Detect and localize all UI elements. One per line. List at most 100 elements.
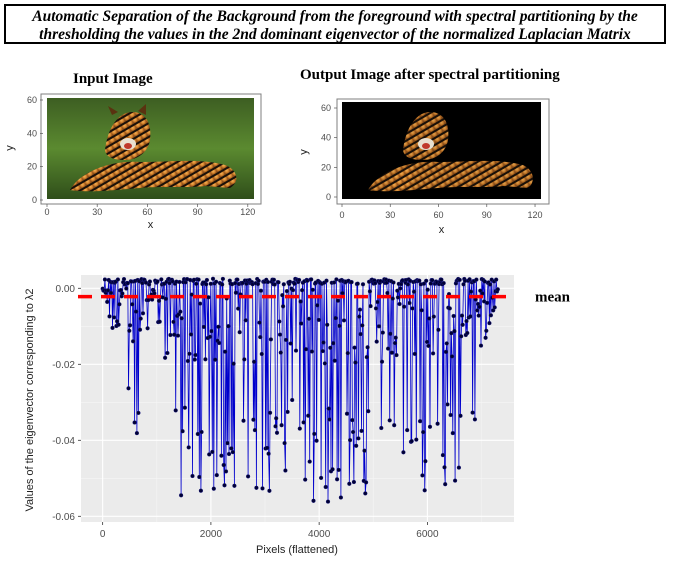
data-point [303, 347, 308, 352]
data-point [447, 306, 452, 311]
data-point [256, 278, 261, 283]
data-point [418, 419, 423, 424]
data-point [360, 323, 365, 328]
data-point [211, 486, 216, 491]
data-point [461, 282, 466, 287]
data-point [242, 357, 247, 362]
data-point [324, 278, 329, 283]
data-point [327, 417, 332, 422]
data-point [443, 482, 448, 487]
data-point [467, 277, 472, 282]
data-point [414, 437, 419, 442]
data-point [452, 329, 457, 334]
data-point [131, 339, 136, 344]
data-point [284, 289, 289, 294]
data-point [405, 428, 410, 433]
input-y-tick-label: 0 [32, 195, 37, 205]
data-point [283, 468, 288, 473]
data-point [356, 436, 361, 441]
data-point [265, 445, 270, 450]
output-y-tick-label: 60 [321, 103, 331, 113]
data-point [265, 279, 270, 285]
data-point [222, 483, 227, 488]
data-point [226, 451, 232, 457]
data-point [484, 328, 489, 333]
data-point [357, 307, 363, 312]
data-point [373, 281, 378, 286]
data-point [196, 277, 201, 282]
data-point [188, 332, 194, 337]
data-point [337, 323, 342, 328]
data-point [310, 287, 315, 292]
y-tick-label: -0.04 [52, 436, 75, 447]
data-point [143, 280, 149, 285]
data-point [488, 282, 493, 287]
output-y-tick-label: 0 [326, 192, 331, 202]
data-point [470, 410, 475, 415]
data-point [168, 332, 173, 338]
data-point [419, 308, 424, 313]
data-point [136, 410, 141, 415]
output-y-axis-label: y [298, 149, 310, 155]
data-point [430, 278, 435, 283]
data-point [258, 335, 263, 340]
data-point [325, 322, 330, 327]
data-point [105, 299, 110, 304]
output-x-tick-label: 30 [385, 210, 395, 220]
data-point [281, 304, 286, 309]
data-point [268, 337, 273, 342]
data-point [405, 282, 410, 287]
data-point [394, 353, 399, 358]
data-point [326, 406, 331, 411]
data-point [229, 446, 234, 451]
data-point [293, 348, 299, 353]
data-point [159, 277, 164, 282]
data-point [140, 311, 146, 316]
data-point [147, 279, 152, 284]
data-point [395, 288, 400, 293]
data-point [268, 410, 273, 415]
data-point [468, 314, 473, 319]
output-y-tick-label: 20 [321, 162, 331, 172]
data-point [297, 277, 302, 283]
output-tiger-picture [368, 112, 533, 192]
input-y-axis-label: y [4, 145, 16, 151]
data-point [165, 350, 170, 356]
data-point [401, 450, 406, 455]
data-point [213, 357, 218, 362]
input-y-tick-label: 20 [27, 162, 37, 172]
x-tick-label: 6000 [416, 529, 439, 540]
data-point [412, 351, 417, 356]
data-point [431, 351, 436, 356]
data-point [450, 354, 455, 359]
y-tick-label: 0.00 [56, 284, 76, 295]
data-point [311, 498, 316, 503]
data-point [223, 349, 228, 354]
data-point [175, 333, 181, 338]
data-point [435, 421, 440, 426]
data-point [237, 330, 242, 335]
data-point [425, 287, 430, 292]
data-point [178, 309, 183, 314]
data-point [152, 291, 157, 296]
data-point [233, 281, 238, 286]
data-point [177, 279, 182, 285]
data-point [347, 481, 352, 486]
data-point [341, 318, 347, 323]
data-point [386, 346, 391, 351]
output-image-title: Output Image after spectral partitioning [300, 67, 560, 83]
data-point [488, 313, 493, 318]
data-point [358, 332, 363, 337]
data-point [121, 277, 127, 282]
data-point [345, 351, 350, 356]
data-point [306, 316, 312, 321]
data-point [260, 486, 265, 491]
data-point [277, 332, 283, 337]
data-point [274, 416, 279, 421]
data-point [118, 288, 123, 293]
data-point [485, 300, 490, 305]
data-point [334, 277, 339, 282]
data-point [315, 303, 320, 308]
data-point [376, 324, 382, 329]
